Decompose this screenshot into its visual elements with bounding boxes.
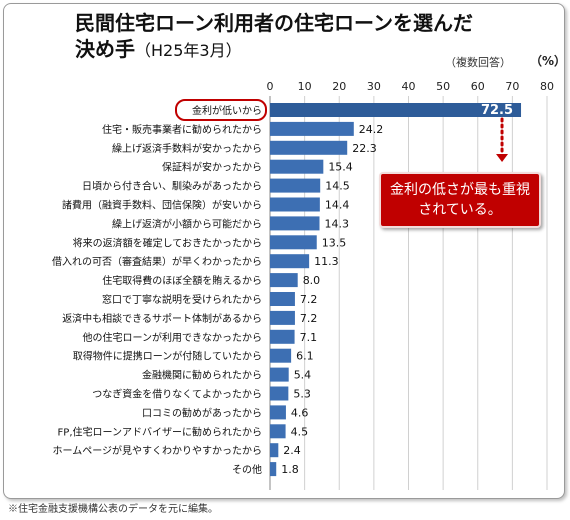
value-label: 2.4	[283, 444, 301, 457]
value-label: 5.3	[293, 388, 311, 401]
bar	[270, 348, 292, 363]
bar	[270, 178, 321, 193]
category-label: ホームページが見やすくわかりやすかったから	[53, 444, 263, 457]
value-label: 7.1	[300, 331, 318, 344]
bar	[270, 216, 320, 231]
value-label: 14.5	[325, 180, 350, 193]
title-line-2: 決め手	[75, 37, 135, 61]
x-tick-label: 10	[298, 80, 312, 93]
category-label: 金融機関に勧められたから	[142, 369, 262, 382]
category-label: 住宅取得費のほぼ全額を賄えるから	[102, 274, 262, 287]
value-label: 14.3	[325, 217, 350, 230]
category-label: その他	[232, 463, 262, 476]
category-label: 繰上げ返済手数料が安かったから	[112, 142, 262, 155]
category-label: 住宅・販売事業者に勧められたから	[102, 123, 262, 136]
bar	[270, 292, 295, 306]
chart-title: 民間住宅ローン利用者の住宅ローンを選んだ 決め手（H25年3月）	[75, 10, 473, 64]
category-label: FP,住宅ローンアドバイザーに勧められたから	[58, 425, 262, 438]
bars	[270, 103, 522, 477]
category-label: 将来の返済額を確定しておきたかったから	[73, 236, 262, 249]
bar	[270, 462, 277, 477]
highlight-decoration	[175, 99, 509, 162]
category-label: 保証料が安かったから	[162, 161, 262, 174]
value-label: 11.3	[314, 255, 339, 268]
bar	[270, 386, 289, 401]
x-tick-label: 40	[402, 80, 416, 93]
bar	[270, 235, 317, 250]
bar	[270, 273, 298, 288]
multiple-answer-note: （複数回答）	[445, 56, 511, 69]
category-label: 他の住宅ローンが利用できなかったから	[83, 331, 263, 344]
category-label: 窓口で丁寧な説明を受けられたから	[102, 293, 262, 306]
bar	[270, 103, 522, 117]
x-tick-label: 70	[505, 80, 519, 93]
bar	[270, 367, 289, 382]
bar	[270, 443, 279, 458]
x-tick-label: 20	[332, 80, 346, 93]
value-label: 24.2	[359, 123, 384, 136]
value-labels: 72.5 24.2 22.3 15.4 14.5 14.4 14.3 13.5 11.3 8.0 7…	[281, 103, 513, 476]
unit-label: （%）	[530, 54, 567, 68]
source-note: ※住宅金融支援機構公表のデータを元に編集。	[8, 504, 218, 515]
arrow-head	[496, 154, 509, 162]
category-label: 返済中も相談できるサポート体制があるから	[62, 312, 262, 325]
bar	[270, 140, 348, 155]
value-label: 7.2	[300, 312, 318, 325]
bar	[270, 310, 295, 325]
value-label: 5.4	[294, 369, 312, 382]
category-label: つなぎ資金を借りなくてよかったから	[92, 388, 262, 401]
bar	[270, 329, 295, 344]
category-label: 口コミの勧めがあったから	[142, 406, 262, 419]
value-label: 15.4	[328, 161, 353, 174]
x-tick-label: 50	[436, 80, 450, 93]
value-label: 7.2	[300, 293, 318, 306]
value-label: 14.4	[325, 199, 350, 212]
category-label: 金利が低いから	[192, 104, 262, 117]
value-label: 8.0	[303, 274, 321, 287]
category-labels: 金利が低いから住宅・販売事業者に勧められたから繰上げ返済手数料が安かったから保証…	[52, 104, 262, 476]
value-label: 6.1	[296, 350, 314, 363]
x-tick-label: 60	[471, 80, 485, 93]
category-label: 借入れの可否（審査結果）が早くわかったから	[52, 255, 262, 268]
bar	[270, 254, 310, 269]
bar	[270, 197, 320, 212]
x-tick-label: 80	[540, 80, 554, 93]
callout-box: 金利の低さが最も重視されている。	[379, 172, 541, 228]
value-label: 4.5	[291, 425, 309, 438]
x-axis-ticks: 0 10 20 30 40 50 60 70 80	[267, 80, 555, 93]
x-tick-label: 0	[267, 80, 274, 93]
bar	[270, 121, 354, 136]
value-label: 1.8	[281, 463, 299, 476]
value-label: 22.3	[352, 142, 377, 155]
category-label: 繰上げ返済が小額から可能だから	[112, 217, 262, 230]
title-line-1: 民間住宅ローン利用者の住宅ローンを選んだ	[75, 11, 473, 35]
bar	[270, 159, 324, 174]
bar	[270, 405, 286, 420]
title-date: （H25年3月）	[135, 41, 242, 60]
value-label: 72.5	[481, 103, 513, 118]
bar	[270, 424, 286, 439]
category-label: 諸費用（融資手数料、団信保険）が安いから	[62, 199, 262, 212]
category-label: 取得物件に提携ローンが付随していたから	[73, 350, 262, 363]
value-label: 4.6	[291, 406, 309, 419]
x-tick-label: 30	[367, 80, 381, 93]
highlight-ring	[175, 99, 267, 121]
value-label: 13.5	[322, 236, 347, 249]
category-label: 日頃から付き合い、馴染みがあったから	[82, 180, 262, 193]
